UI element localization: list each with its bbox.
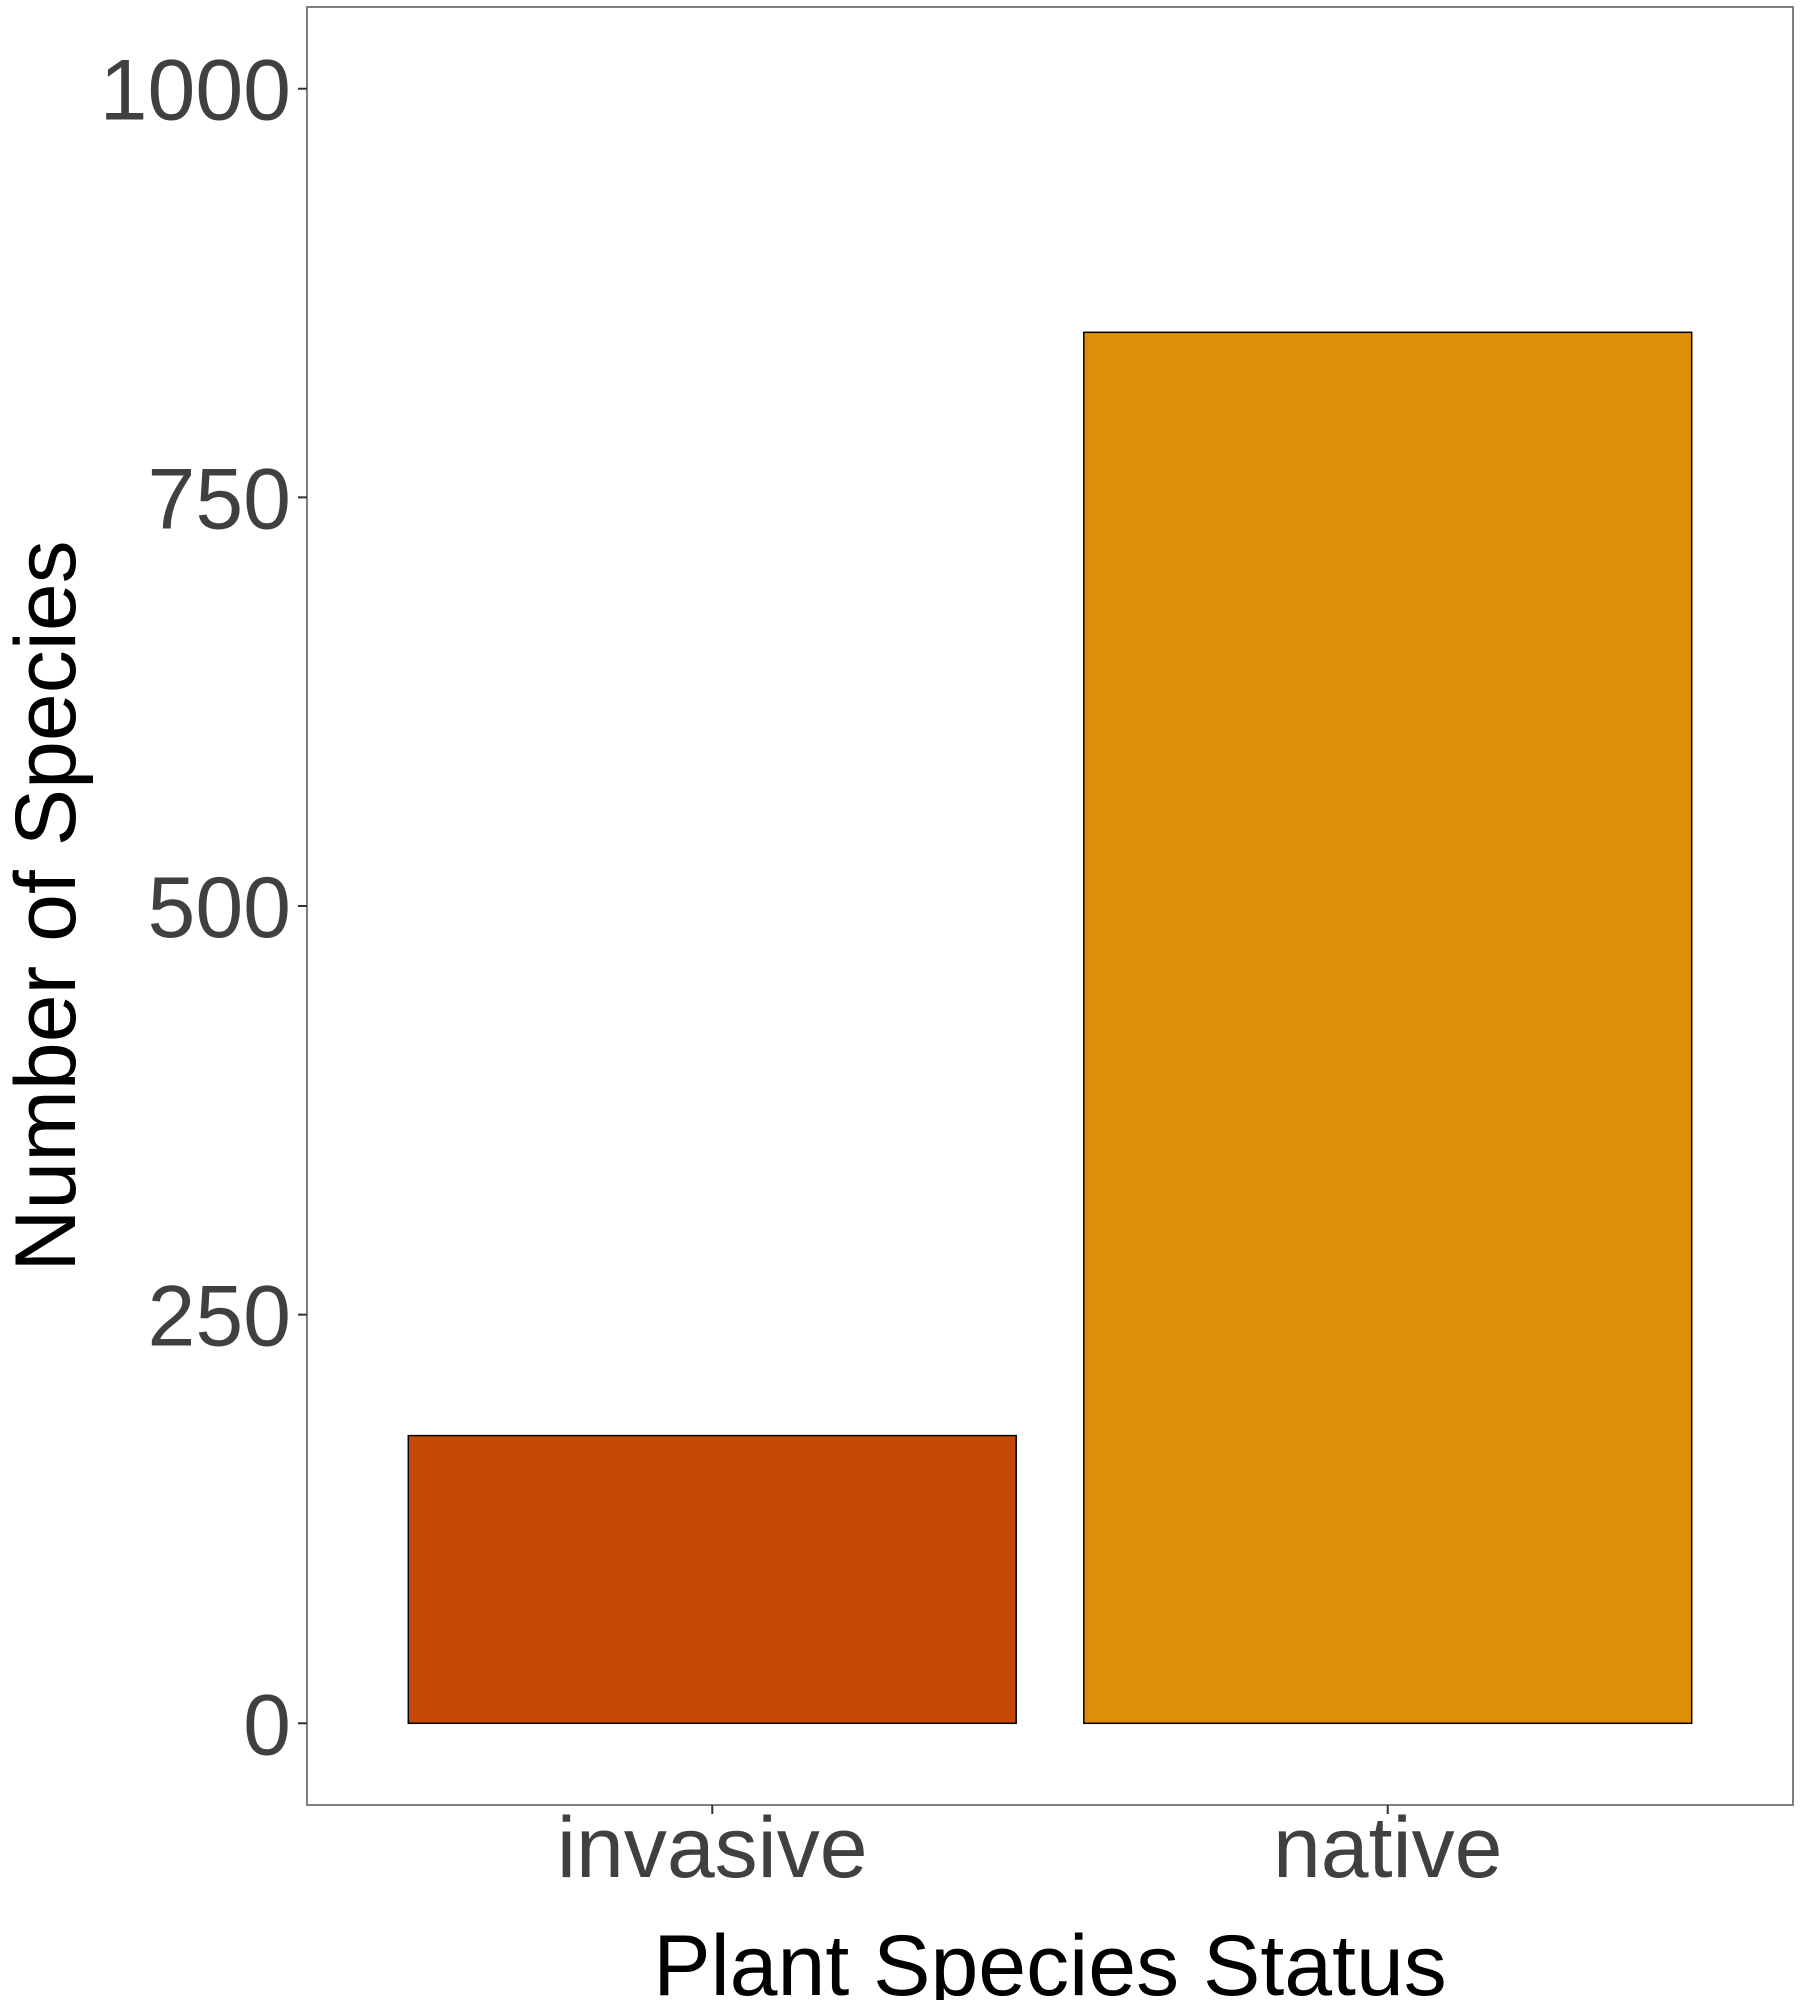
bar-invasive xyxy=(407,1434,1017,1725)
y-axis: 0 250 500 750 1000 xyxy=(100,43,307,1773)
y-tick-label: 250 xyxy=(148,1269,292,1365)
y-tick-label: 1000 xyxy=(100,43,291,139)
x-axis: invasive native xyxy=(557,1800,1503,1896)
x-axis-title: Plant Species Status xyxy=(653,1918,1447,2000)
y-tick-label: 0 xyxy=(243,1677,291,1773)
y-tick-label: 500 xyxy=(148,860,292,956)
x-tick-label-invasive: invasive xyxy=(557,1800,868,1896)
bar-native xyxy=(1083,331,1693,1725)
y-tick-label: 750 xyxy=(148,451,292,547)
x-tick-label-native: native xyxy=(1273,1800,1503,1896)
bars-group xyxy=(407,331,1693,1725)
y-axis-title: Number of Species xyxy=(0,540,94,1271)
